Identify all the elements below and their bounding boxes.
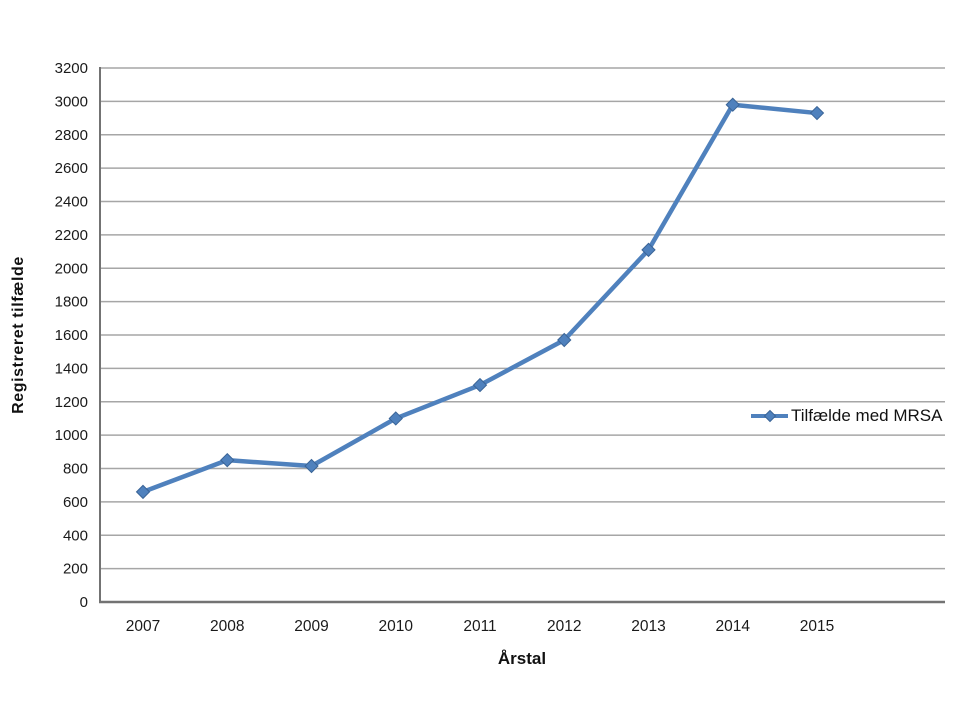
legend-series-label: Tilfælde med MRSA [791, 406, 943, 425]
x-tick-label: 2012 [547, 618, 581, 635]
data-point-marker [304, 458, 319, 474]
x-tick-label: 2009 [294, 618, 328, 635]
y-tick-label: 200 [63, 561, 88, 578]
y-tick-label: 1200 [55, 394, 88, 411]
data-point-marker [725, 97, 740, 112]
y-tick-label: 1400 [55, 360, 88, 377]
y-tick-label: 2800 [55, 127, 88, 144]
y-tick-label: 2600 [55, 160, 88, 177]
y-tick-label: 600 [63, 494, 88, 511]
y-tick-label: 3200 [55, 60, 88, 77]
y-tick-label: 3000 [55, 93, 88, 110]
data-point-marker [135, 484, 151, 500]
x-tick-label: 2011 [463, 618, 496, 635]
x-tick-label: 2007 [126, 618, 160, 635]
y-tick-label: 800 [63, 461, 88, 478]
data-point-marker [388, 411, 403, 426]
x-tick-label: 2008 [210, 618, 244, 635]
x-tick-label: 2014 [716, 618, 751, 635]
x-tick-label: 2015 [800, 618, 834, 635]
x-tick-label: 2013 [631, 618, 665, 635]
x-tick-label: 2010 [379, 618, 414, 635]
data-point-marker [557, 332, 572, 348]
y-tick-label: 2200 [55, 227, 88, 244]
legend-diamond-icon [763, 409, 777, 423]
y-axis-title: Registreret tilfælde [10, 256, 27, 414]
series-line [140, 102, 820, 495]
y-tick-label: 1800 [55, 294, 88, 311]
x-axis-title: Årstal [497, 649, 547, 668]
y-tick-label: 1600 [55, 327, 88, 344]
y-tick-label: 1000 [55, 427, 88, 444]
data-point-marker [220, 452, 235, 468]
data-point-marker [809, 105, 825, 121]
y-tick-label: 0 [80, 594, 88, 611]
y-tick-label: 2000 [55, 260, 88, 277]
data-point-marker [472, 377, 488, 393]
y-tick-label: 2400 [55, 194, 88, 211]
y-tick-label: 400 [63, 527, 88, 544]
data-point-marker [641, 242, 656, 258]
